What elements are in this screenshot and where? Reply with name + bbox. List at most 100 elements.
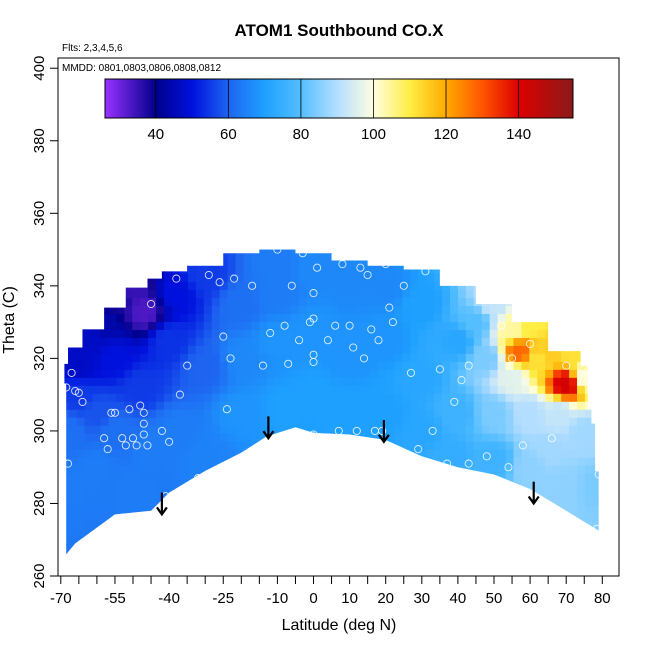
heatmap-cell — [584, 512, 594, 522]
heatmap-cell — [187, 361, 197, 370]
heatmap-cell — [187, 417, 197, 426]
heatmap-cell — [100, 401, 110, 410]
heatmap-cell — [76, 361, 86, 370]
heatmap-cell — [227, 361, 237, 370]
heatmap-cell — [116, 433, 125, 442]
heatmap-cell — [577, 496, 586, 506]
heatmap-cell — [569, 441, 578, 450]
heatmap-cell — [140, 361, 149, 370]
heatmap-cell — [449, 417, 459, 426]
heatmap-cell — [457, 377, 467, 386]
heatmap-cell — [346, 337, 356, 346]
heatmap-cell — [426, 433, 435, 442]
heatmap-cell — [211, 353, 221, 362]
heatmap-cell — [307, 417, 316, 426]
heatmap-cell — [465, 297, 475, 307]
heatmap-cell — [489, 321, 499, 330]
heatmap-cell — [64, 385, 70, 394]
heatmap-cell — [481, 449, 491, 458]
heatmap-cell — [513, 417, 523, 426]
heatmap-cell — [545, 409, 554, 418]
heatmap-cell — [251, 417, 260, 426]
heatmap-cell — [100, 457, 110, 466]
heatmap-cell — [505, 425, 515, 434]
heatmap-cell — [314, 401, 324, 410]
heatmap-cell — [386, 329, 395, 338]
heatmap-cell — [251, 265, 260, 275]
heatmap-cell — [291, 305, 300, 315]
heatmap-cell — [449, 329, 459, 338]
heatmap-cell — [457, 297, 467, 307]
heatmap-cell — [410, 345, 419, 354]
heatmap-cell — [116, 449, 125, 458]
heatmap-cell — [410, 337, 419, 346]
heatmap-cell — [434, 449, 443, 458]
heatmap-cell — [259, 313, 268, 322]
heatmap-cell — [148, 480, 157, 490]
heatmap-cell — [259, 305, 268, 315]
heatmap-cell — [92, 425, 102, 434]
heatmap-cell — [267, 361, 276, 370]
heatmap-cell — [267, 377, 276, 386]
heatmap-cell — [227, 297, 237, 307]
heatmap-cell — [92, 520, 102, 530]
heatmap-cell — [505, 457, 515, 466]
heatmap-cell — [473, 465, 483, 474]
heatmap-cell — [235, 249, 245, 259]
heatmap-cell — [116, 480, 125, 490]
heatmap-cell — [243, 305, 253, 315]
heatmap-cell — [577, 465, 586, 474]
heatmap-cell — [76, 457, 86, 466]
heatmap-cell — [529, 321, 538, 330]
heatmap-cell — [394, 265, 403, 275]
heatmap-cell — [505, 465, 515, 474]
heatmap-cell — [434, 377, 443, 386]
heatmap-cell — [283, 265, 292, 275]
observation-marker — [287, 281, 296, 290]
heatmap-cell — [529, 465, 538, 474]
heatmap-cell — [275, 265, 284, 275]
heatmap-cell — [235, 337, 245, 346]
heatmap-cell — [299, 289, 308, 299]
heatmap-cell — [148, 305, 157, 315]
heatmap-cell — [378, 393, 388, 402]
heatmap-cell — [219, 433, 229, 442]
heatmap-cell — [235, 417, 245, 426]
x-tick-label: -70 — [50, 590, 72, 607]
heatmap-cell — [394, 337, 403, 346]
heatmap-cell — [426, 377, 435, 386]
heatmap-cell — [537, 377, 546, 386]
heatmap-cell — [100, 441, 110, 450]
heatmap-cell — [457, 457, 467, 466]
heatmap-cell — [314, 417, 324, 426]
heatmap-cell — [473, 377, 483, 386]
heatmap-cell — [132, 465, 141, 474]
heatmap-cell — [394, 377, 403, 386]
heatmap-cell — [497, 345, 507, 354]
heatmap-cell — [402, 401, 411, 410]
heatmap-cell — [235, 265, 245, 275]
heatmap-cell — [457, 345, 467, 354]
heatmap-cell — [434, 417, 443, 426]
heatmap-cell — [473, 449, 483, 458]
heatmap-cell — [219, 249, 229, 259]
heatmap-cell — [179, 417, 189, 426]
heatmap-cell — [322, 377, 332, 386]
heatmap-cell — [124, 297, 133, 307]
heatmap-cell — [148, 369, 157, 378]
colorbar-tick-label: 40 — [147, 126, 164, 143]
heatmap-cell — [346, 385, 356, 394]
heatmap-cell — [171, 273, 181, 283]
heatmap-cell — [275, 377, 284, 386]
heatmap-cell — [132, 313, 141, 322]
heatmap-cell — [489, 457, 499, 466]
heatmap-cell — [561, 409, 570, 418]
heatmap-cell — [322, 305, 332, 315]
heatmap-cell — [442, 401, 451, 410]
heatmap-cell — [402, 337, 411, 346]
heatmap-cell — [354, 273, 364, 283]
heatmap-cell — [84, 393, 94, 402]
heatmap-cell — [156, 305, 165, 315]
heatmap-cell — [291, 249, 300, 251]
